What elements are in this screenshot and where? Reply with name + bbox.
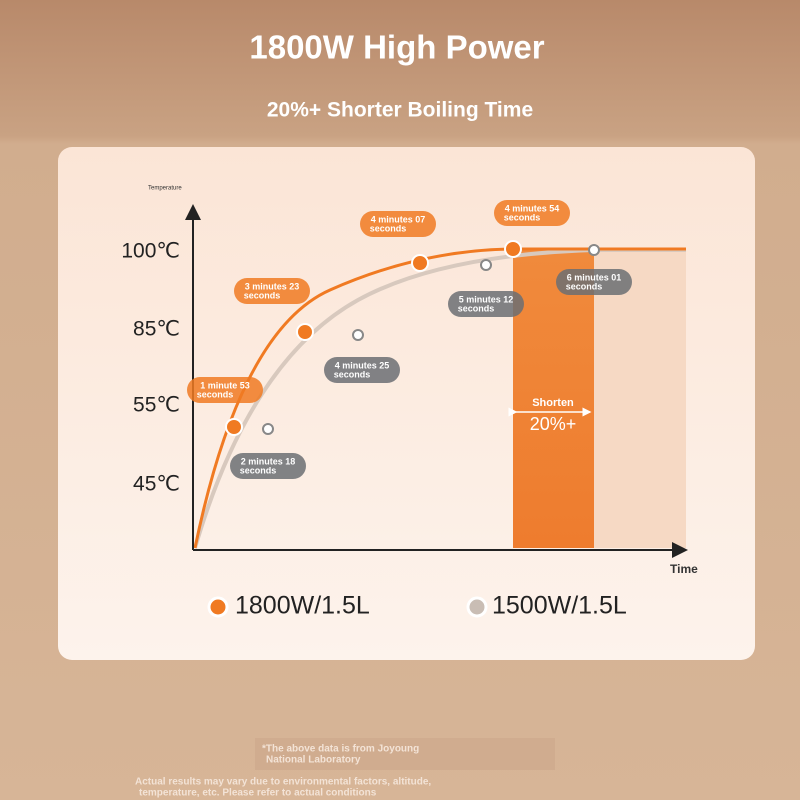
- callout-text: 4 minutes 54: [505, 203, 560, 213]
- y-axis-label: Temperature: [148, 186, 182, 192]
- callout-bubble: [187, 377, 263, 403]
- footnote: *The above data is from Joyoung: [262, 744, 419, 755]
- point: [411, 254, 429, 272]
- shorten-value: 20%+: [530, 414, 577, 434]
- y-label: 45℃: [133, 473, 180, 496]
- point: [588, 244, 600, 256]
- callout-text: 3 minutes 23: [245, 281, 300, 291]
- callout-bubble: [448, 291, 524, 317]
- footnote-box: [255, 738, 555, 770]
- footnote: Actual results may vary due to environme…: [135, 777, 431, 788]
- band-light: [594, 250, 686, 548]
- curve-1800w: [193, 247, 686, 549]
- callout-text: seconds: [504, 212, 541, 222]
- callout-text: seconds: [334, 369, 371, 379]
- callout-text: 5 minutes 12: [459, 294, 514, 304]
- point: [296, 323, 314, 341]
- callout-text: 4 minutes 07: [371, 214, 426, 224]
- callout-text: 1 minute 53: [200, 380, 250, 390]
- title: 1800W High Power: [249, 29, 544, 66]
- callout-bubble: [230, 453, 306, 479]
- callout-bubble: [234, 278, 310, 304]
- footnote: temperature, etc. Please refer to actual…: [139, 788, 377, 799]
- callout-text: seconds: [240, 465, 277, 475]
- callout-bubble: [556, 269, 632, 295]
- callout-text: seconds: [197, 389, 234, 399]
- callout-text: seconds: [244, 290, 281, 300]
- point: [262, 423, 274, 435]
- shorten-label: Shorten: [532, 397, 574, 409]
- point: [480, 259, 492, 271]
- subtitle: 20%+ Shorter Boiling Time: [267, 99, 533, 122]
- callout-bubble: [494, 200, 570, 226]
- callout-text: 6 minutes 01: [567, 272, 622, 282]
- y-label: 100℃: [121, 240, 180, 263]
- footnote: National Laboratory: [266, 755, 361, 766]
- callout-text: seconds: [370, 223, 407, 233]
- x-axis-label: Time: [670, 562, 698, 576]
- callout-bubble: [324, 357, 400, 383]
- y-label: 55℃: [133, 394, 180, 417]
- legend-marker: [466, 596, 488, 618]
- shorten-band: [513, 250, 594, 548]
- y-label: 85℃: [133, 318, 180, 341]
- callout-text: seconds: [566, 281, 603, 291]
- legend-marker: [207, 596, 229, 618]
- callout-bubble: [360, 211, 436, 237]
- callout-text: seconds: [458, 303, 495, 313]
- point: [352, 329, 364, 341]
- point: [504, 240, 522, 258]
- point: [225, 418, 243, 436]
- legend-label: 1800W/1.5L: [235, 592, 370, 620]
- callout-text: 4 minutes 25: [335, 360, 390, 370]
- callout-text: 2 minutes 18: [241, 456, 296, 466]
- legend-label: 1500W/1.5L: [492, 592, 627, 620]
